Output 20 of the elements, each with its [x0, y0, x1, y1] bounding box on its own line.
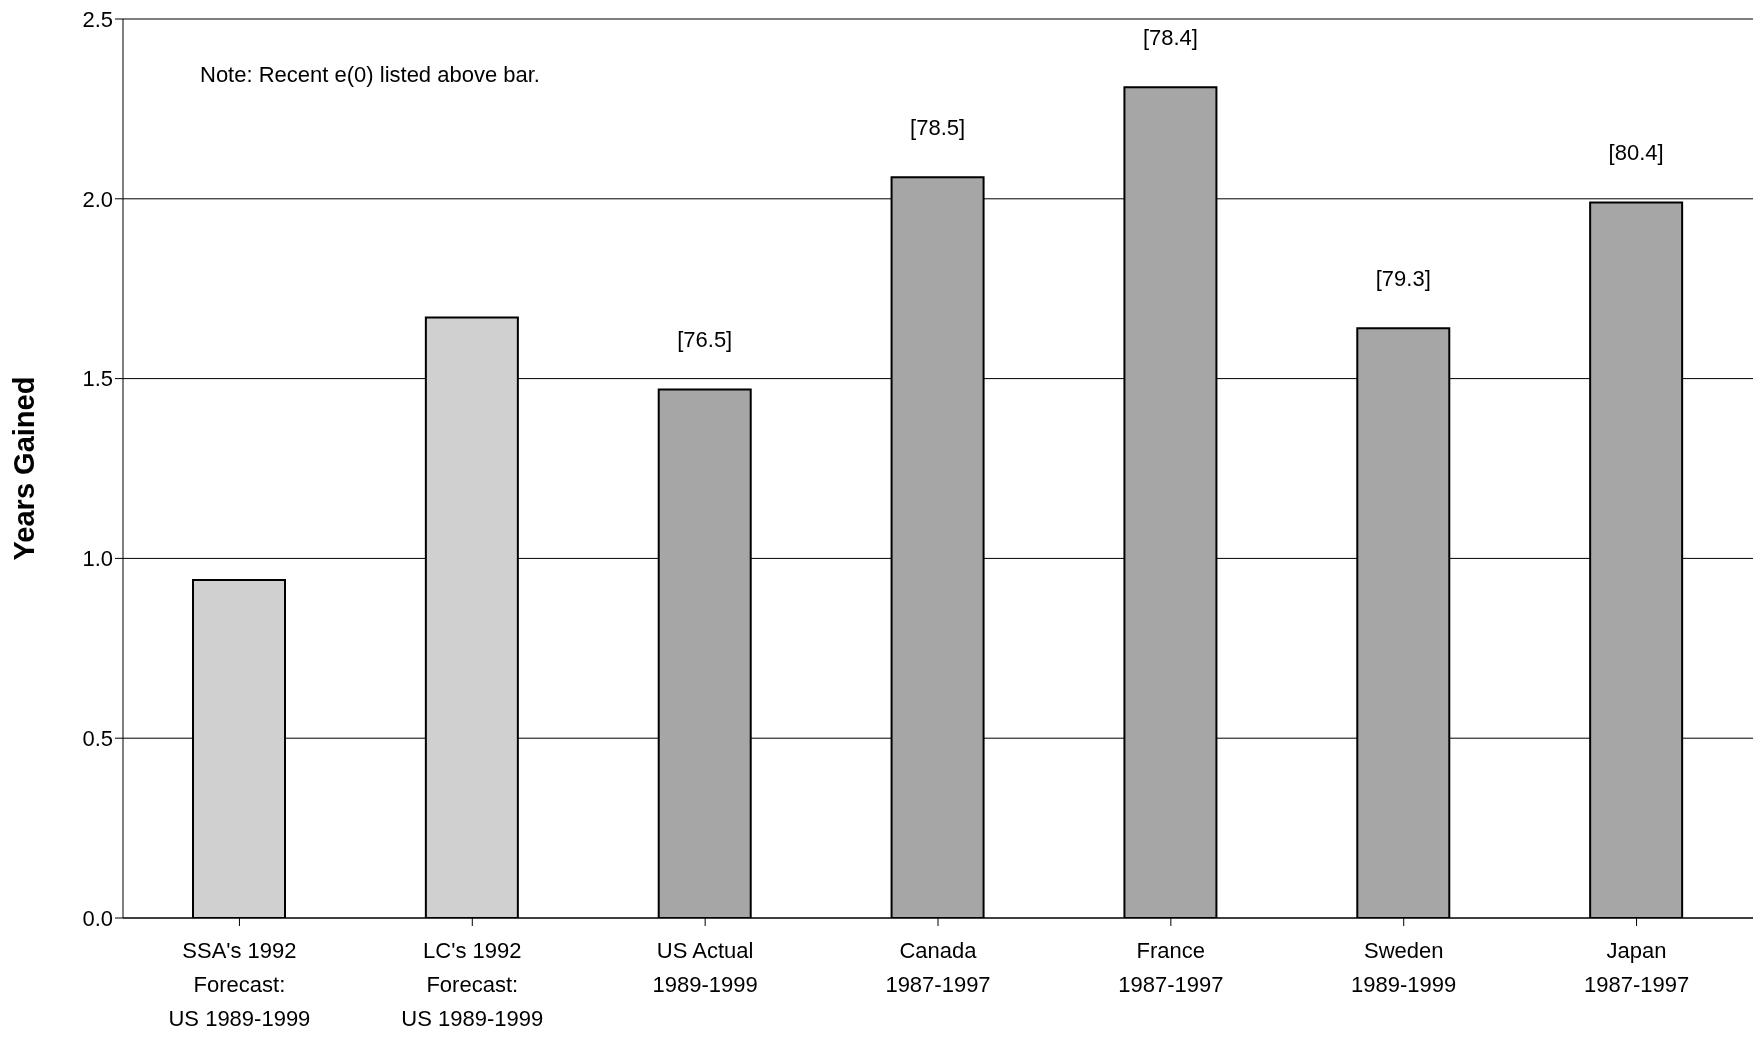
x-tick-label: Sweden 1989-1999: [1351, 938, 1457, 997]
annotation: [78.4]: [1142, 24, 1198, 50]
y-tick-label: 1.5: [82, 366, 113, 392]
x-tick-label: LC's 1992 Forecast: US 1989-1999: [401, 938, 544, 1031]
y-axis-title: Years Gained: [8, 376, 41, 561]
annotation: Note: Recent e(0) listed above bar.: [200, 62, 540, 88]
x-tick-label: Japan 1987-1997: [1583, 938, 1690, 997]
y-tick-label: 2.0: [82, 186, 113, 212]
annotation: [80.4]: [1608, 139, 1664, 165]
x-tick-label: Canada 1987-1997: [885, 938, 991, 997]
annotation: [79.3]: [1375, 265, 1431, 291]
annotation: [76.5]: [677, 326, 733, 352]
y-tick-label: 2.5: [82, 6, 113, 32]
annotation: [78.5]: [910, 114, 966, 140]
y-tick-label: 0.0: [82, 905, 113, 931]
y-tick-label: 1.0: [82, 546, 113, 572]
y-tick-label: 0.5: [82, 726, 113, 752]
x-tick-label: US Actual 1989-1999: [652, 938, 758, 997]
x-tick-label: France 1987-1997: [1118, 938, 1224, 997]
x-tick-label: SSA's 1992 Forecast: US 1989-1999: [168, 938, 311, 1031]
